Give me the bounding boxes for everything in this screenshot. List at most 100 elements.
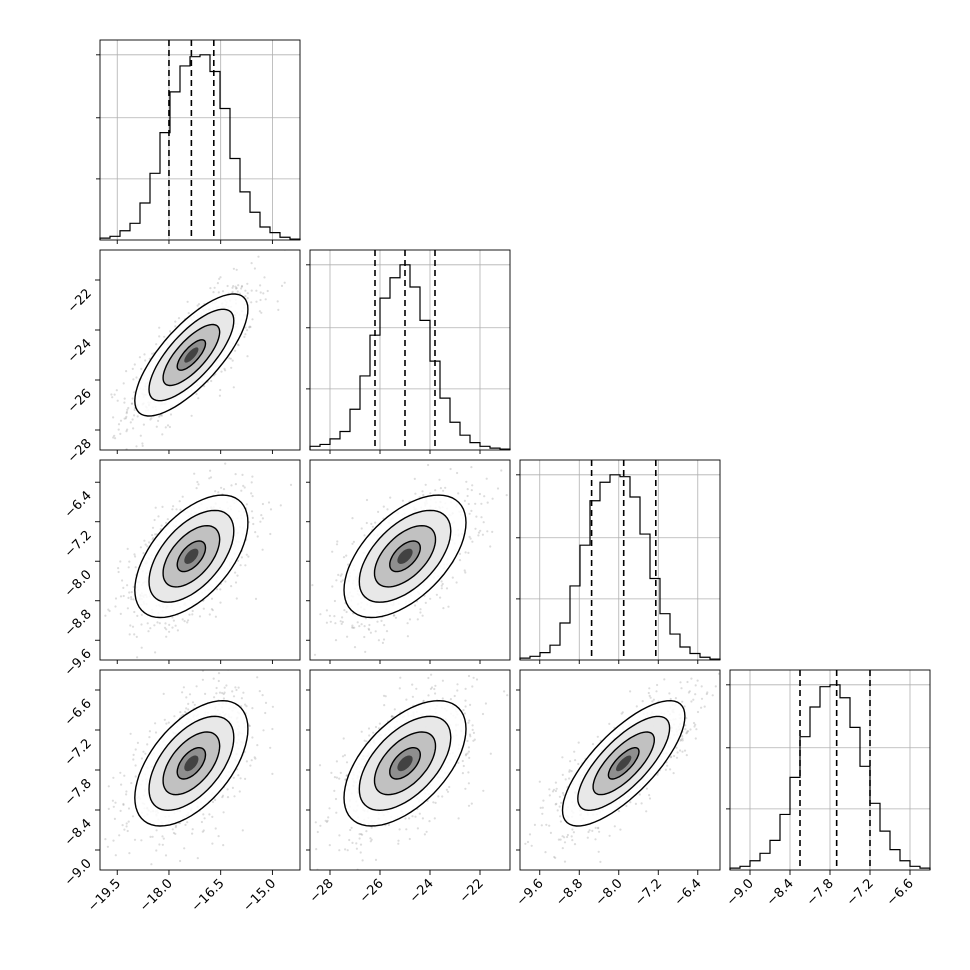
scatter-point [343,754,346,757]
scatter-point [261,502,264,506]
scatter-point [422,493,425,497]
scatter-point [126,428,129,431]
scatter-point [229,357,232,360]
scatter-point [466,494,469,498]
scatter-point [262,729,265,732]
scatter-point [568,769,571,772]
scatter-point [236,290,239,293]
scatter-point [143,539,146,542]
scatter-point [390,715,393,718]
scatter-point [608,834,611,837]
scatter-point [470,802,473,805]
scatter-point [253,756,256,759]
scatter-point [132,598,135,601]
scatter-point [172,505,175,508]
pair-panel-1-0 [99,249,301,451]
scatter-point [448,785,451,789]
scatter-point [155,343,158,346]
scatter-point [427,676,430,680]
scatter-point [471,728,474,732]
scatter-point [394,616,397,619]
scatter-point [113,817,116,821]
scatter-point [136,741,139,745]
scatter-point [260,311,263,314]
scatter-point [374,725,378,729]
scatter-point [165,628,168,631]
scatter-point [242,691,245,694]
scatter-point [215,692,218,695]
scatter-point [235,688,238,692]
scatter-point [700,706,703,709]
scatter-point [193,472,196,475]
scatter-point [271,705,274,708]
scatter-point [481,712,485,716]
scatter-point [132,758,135,761]
scatter-point [212,291,215,294]
scatter-point [382,694,386,697]
scatter-point [419,608,422,611]
scatter-point [125,415,128,418]
scatter-point [393,614,396,617]
scatter-point [222,844,225,847]
scatter-point [107,807,110,811]
scatter-point [598,830,601,833]
scatter-point [367,727,371,730]
scatter-point [251,707,254,710]
scatter-point [471,685,474,688]
scatter-point [692,721,696,725]
scatter-point [163,335,166,338]
scatter-point [216,282,219,285]
scatter-point [467,804,471,807]
scatter-point [234,285,237,288]
scatter-point [171,626,174,629]
scatter-point [136,415,139,418]
scatter-point [150,863,153,866]
scatter-point [414,492,417,495]
scatter-point [467,551,470,555]
scatter-point [406,635,409,638]
contour-line [358,715,452,812]
scatter-point [131,418,134,421]
scatter-point [160,524,163,527]
scatter-point [314,821,317,824]
scatter-point [130,598,133,601]
scatter-point [195,685,198,688]
scatter-point [351,841,354,845]
scatter-point [352,626,355,629]
scatter-point [119,595,123,598]
scatter-point [171,828,174,831]
scatter-point [223,691,226,694]
scatter-point [470,489,473,492]
scatter-point [471,540,474,543]
scatter-point [123,397,126,400]
scatter-point [209,469,212,472]
contour-line [389,540,422,573]
scatter-point [466,752,469,755]
scatter-point [249,764,252,767]
scatter-point [382,638,386,641]
scatter-point [269,746,272,749]
scatter-point [164,854,168,857]
scatter-point [264,701,268,705]
scatter-point [441,679,444,682]
scatter-point [324,819,327,822]
scatter-point [416,827,419,830]
scatter-point [680,687,683,690]
scatter-point [250,481,253,484]
scatter-point [261,694,264,697]
scatter-point [467,721,470,724]
scatter-point [386,508,389,511]
scatter-point [360,730,363,733]
scatter-point [202,813,205,816]
scatter-point [141,444,144,447]
scatter-point [208,613,211,616]
scatter-point [195,392,198,396]
scatter-point [398,828,401,831]
scatter-point [457,492,460,495]
scatter-point [232,776,235,779]
pair-content [311,463,508,656]
scatter-point [181,713,184,717]
scatter-point [370,522,373,526]
scatter-point [401,499,404,502]
scatter-point [480,502,483,505]
